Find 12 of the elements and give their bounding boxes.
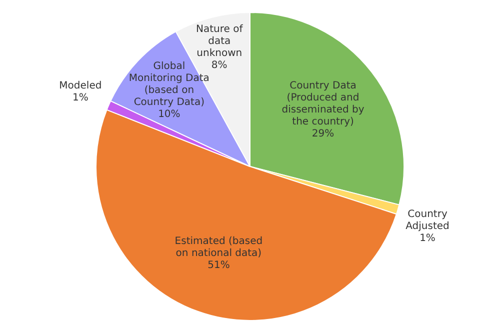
slice-label: Modeled: [59, 80, 102, 92]
data-label: 51%: [208, 260, 230, 272]
data-label: 10%: [158, 109, 180, 120]
slice-label: Global Monitoring Data (based on Country Data): [128, 61, 210, 108]
data-label: 29%: [312, 128, 334, 140]
slice-label: Country Data (Produced and disseminated by the country): [282, 80, 364, 128]
slice-label: Nature of data unknown: [196, 24, 244, 59]
data-label: 1%: [420, 233, 436, 244]
slice-label: Estimated (based on national data): [174, 236, 263, 260]
slice-label: Country Adjusted: [406, 209, 450, 232]
data-label: 8%: [211, 60, 228, 71]
data-label: 1%: [72, 92, 88, 104]
